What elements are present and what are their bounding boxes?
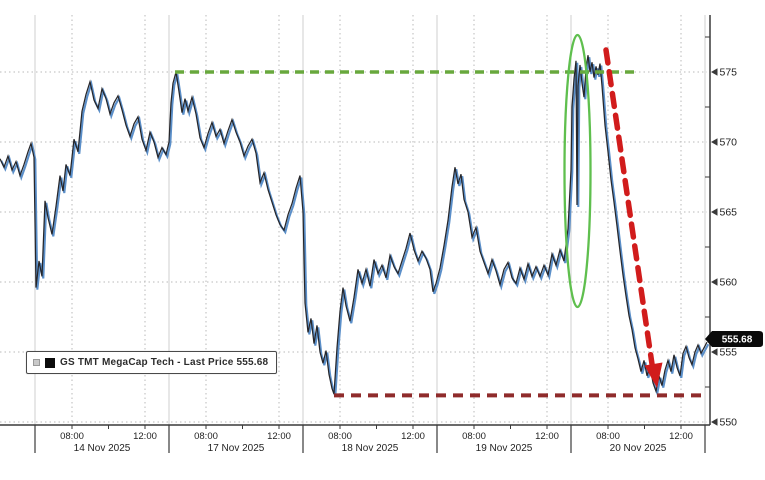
y-axis-label: 550 xyxy=(720,417,738,429)
last-price-badge-text: 555.68 xyxy=(722,335,753,346)
annotation-trend-arrow xyxy=(603,47,655,367)
x-axis-day-label: 17 Nov 2025 xyxy=(208,443,265,454)
legend-label: GS TMT MegaCap Tech - Last Price 555.68 xyxy=(60,357,269,368)
y-axis-tick-marker xyxy=(711,418,718,426)
x-axis-day-label: 18 Nov 2025 xyxy=(342,443,399,454)
x-axis-time-label: 12:00 xyxy=(267,431,291,442)
x-axis-time-label: 08:00 xyxy=(462,431,486,442)
price-series-shadow xyxy=(0,57,710,398)
y-axis-label: 575 xyxy=(720,67,738,79)
x-axis-time-label: 08:00 xyxy=(60,431,84,442)
y-axis-label: 555 xyxy=(720,347,738,359)
y-axis-label: 560 xyxy=(720,277,738,289)
price-series-line xyxy=(0,55,708,395)
legend[interactable]: GS TMT MegaCap Tech - Last Price 555.68 xyxy=(26,351,278,374)
y-axis-tick-marker xyxy=(711,278,718,286)
y-axis-tick-marker xyxy=(711,68,718,76)
y-axis-label: 565 xyxy=(720,207,738,219)
x-axis-time-label: 12:00 xyxy=(401,431,425,442)
annotation-highlight-ellipse xyxy=(563,33,592,309)
y-axis-tick-marker xyxy=(711,348,718,356)
y-axis-label: 570 xyxy=(720,137,738,149)
x-axis-time-label: 12:00 xyxy=(669,431,693,442)
x-axis-day-label: 20 Nov 2025 xyxy=(610,443,667,454)
y-axis-tick-marker xyxy=(711,138,718,146)
x-axis-time-label: 08:00 xyxy=(194,431,218,442)
x-axis-time-label: 08:00 xyxy=(328,431,352,442)
legend-toggle-icon[interactable] xyxy=(33,359,40,366)
x-axis-time-label: 12:00 xyxy=(133,431,157,442)
legend-swatch-icon xyxy=(45,357,55,368)
x-axis-time-label: 08:00 xyxy=(596,431,620,442)
y-axis-tick-marker xyxy=(711,208,718,216)
last-price-badge xyxy=(705,331,763,347)
x-axis-time-label: 12:00 xyxy=(535,431,559,442)
annotation-trend-arrowhead xyxy=(644,362,663,388)
x-axis-day-label: 14 Nov 2025 xyxy=(74,443,131,454)
x-axis-day-label: 19 Nov 2025 xyxy=(476,443,533,454)
